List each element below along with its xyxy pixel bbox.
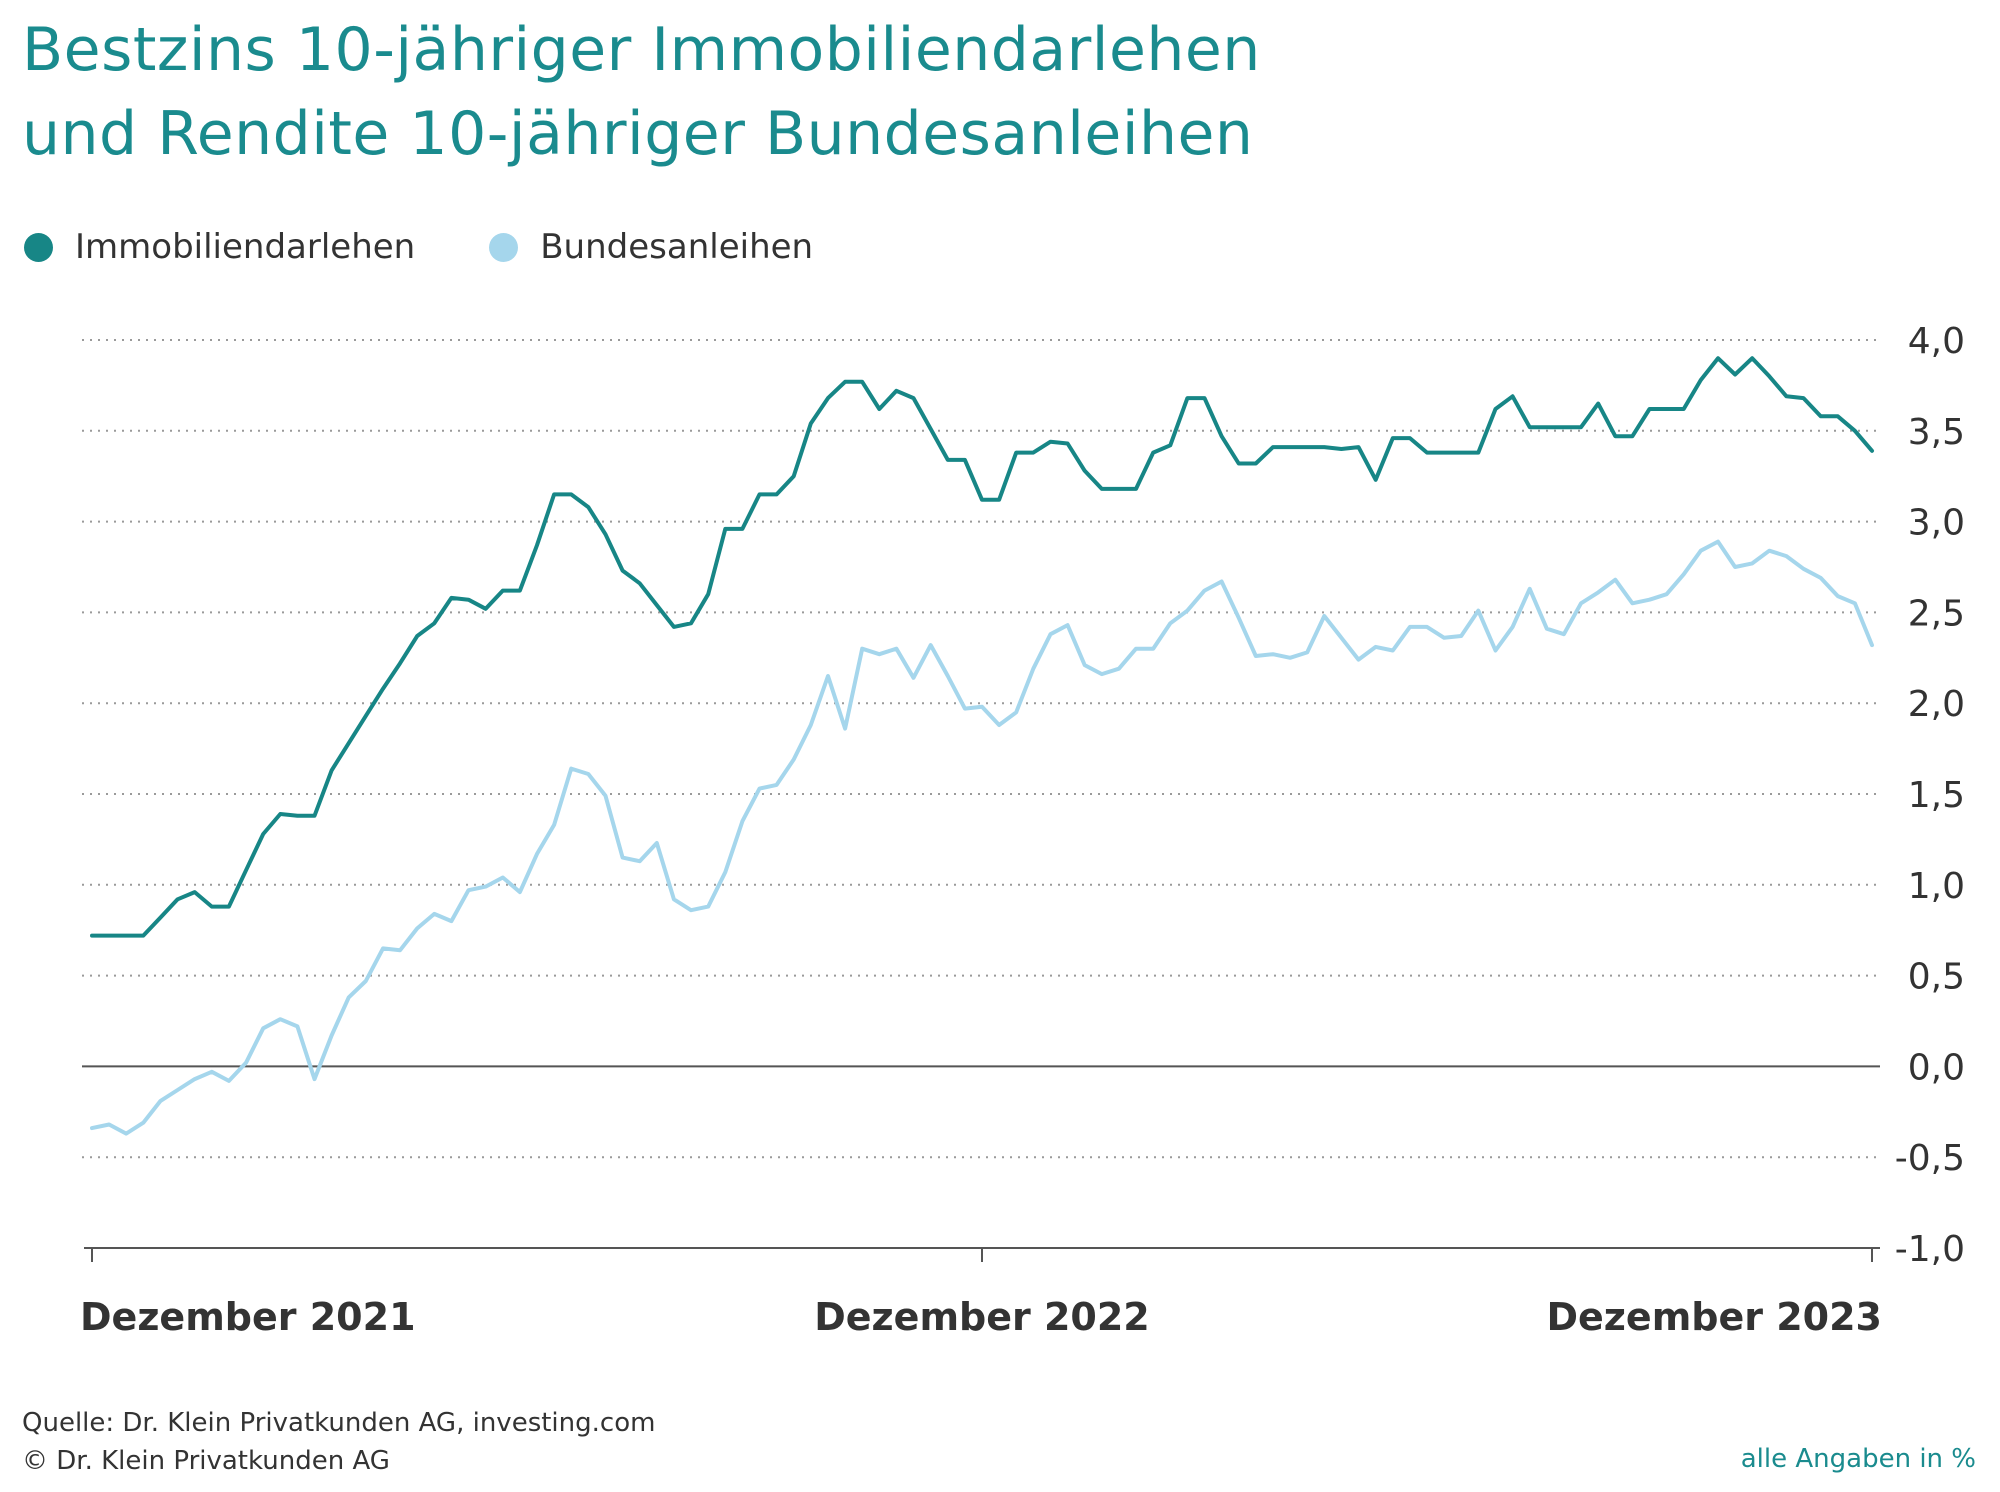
x-tick-label: Dezember 2022 bbox=[814, 1295, 1150, 1339]
copyright-text: © Dr. Klein Privatkunden AG bbox=[22, 1446, 390, 1476]
source-text: Quelle: Dr. Klein Privatkunden AG, inves… bbox=[22, 1408, 656, 1438]
legend-label-immobiliendarlehen: Immobiliendarlehen bbox=[75, 227, 416, 267]
y-tick-label: 2,0 bbox=[1908, 684, 1965, 725]
chart-title-line1: Bestzins 10-jähriger Immobiliendarlehen bbox=[22, 15, 1261, 85]
y-tick-label: 3,0 bbox=[1908, 503, 1965, 544]
series-line-bundesanleihen bbox=[90, 539, 1874, 1136]
series-line-immobiliendarlehen bbox=[90, 356, 1874, 938]
y-tick-label: 2,5 bbox=[1908, 593, 1965, 634]
y-tick-label: -0,5 bbox=[1895, 1138, 1965, 1179]
footer-source: Quelle: Dr. Klein Privatkunden AG, inves… bbox=[22, 1404, 655, 1480]
legend-dot-immobiliendarlehen bbox=[24, 232, 53, 262]
legend-item-bundesanleihen: Bundesanleihen bbox=[489, 227, 813, 267]
y-tick-label: 4,0 bbox=[1908, 321, 1965, 362]
unit-note: alle Angaben in % bbox=[1740, 1444, 1976, 1474]
y-tick-label: 1,0 bbox=[1908, 866, 1965, 907]
y-tick-label: 1,5 bbox=[1908, 775, 1965, 816]
x-tick-label: Dezember 2023 bbox=[1546, 1295, 1882, 1339]
legend-dot-bundesanleihen bbox=[489, 232, 519, 262]
y-tick-label: 3,5 bbox=[1908, 412, 1965, 453]
y-tick-label: 0,5 bbox=[1908, 957, 1965, 998]
chart-title: Bestzins 10-jähriger Immobiliendarlehen … bbox=[22, 8, 1261, 176]
legend: Immobiliendarlehen Bundesanleihen bbox=[24, 222, 887, 272]
y-tick-label: -1,0 bbox=[1895, 1229, 1965, 1270]
legend-item-immobiliendarlehen: Immobiliendarlehen bbox=[24, 227, 415, 267]
x-tick-label: Dezember 2021 bbox=[80, 1295, 416, 1339]
chart-title-line2: und Rendite 10-jähriger Bundesanleihen bbox=[22, 99, 1254, 169]
legend-label-bundesanleihen: Bundesanleihen bbox=[540, 227, 814, 267]
y-tick-label: 0,0 bbox=[1908, 1047, 1965, 1088]
